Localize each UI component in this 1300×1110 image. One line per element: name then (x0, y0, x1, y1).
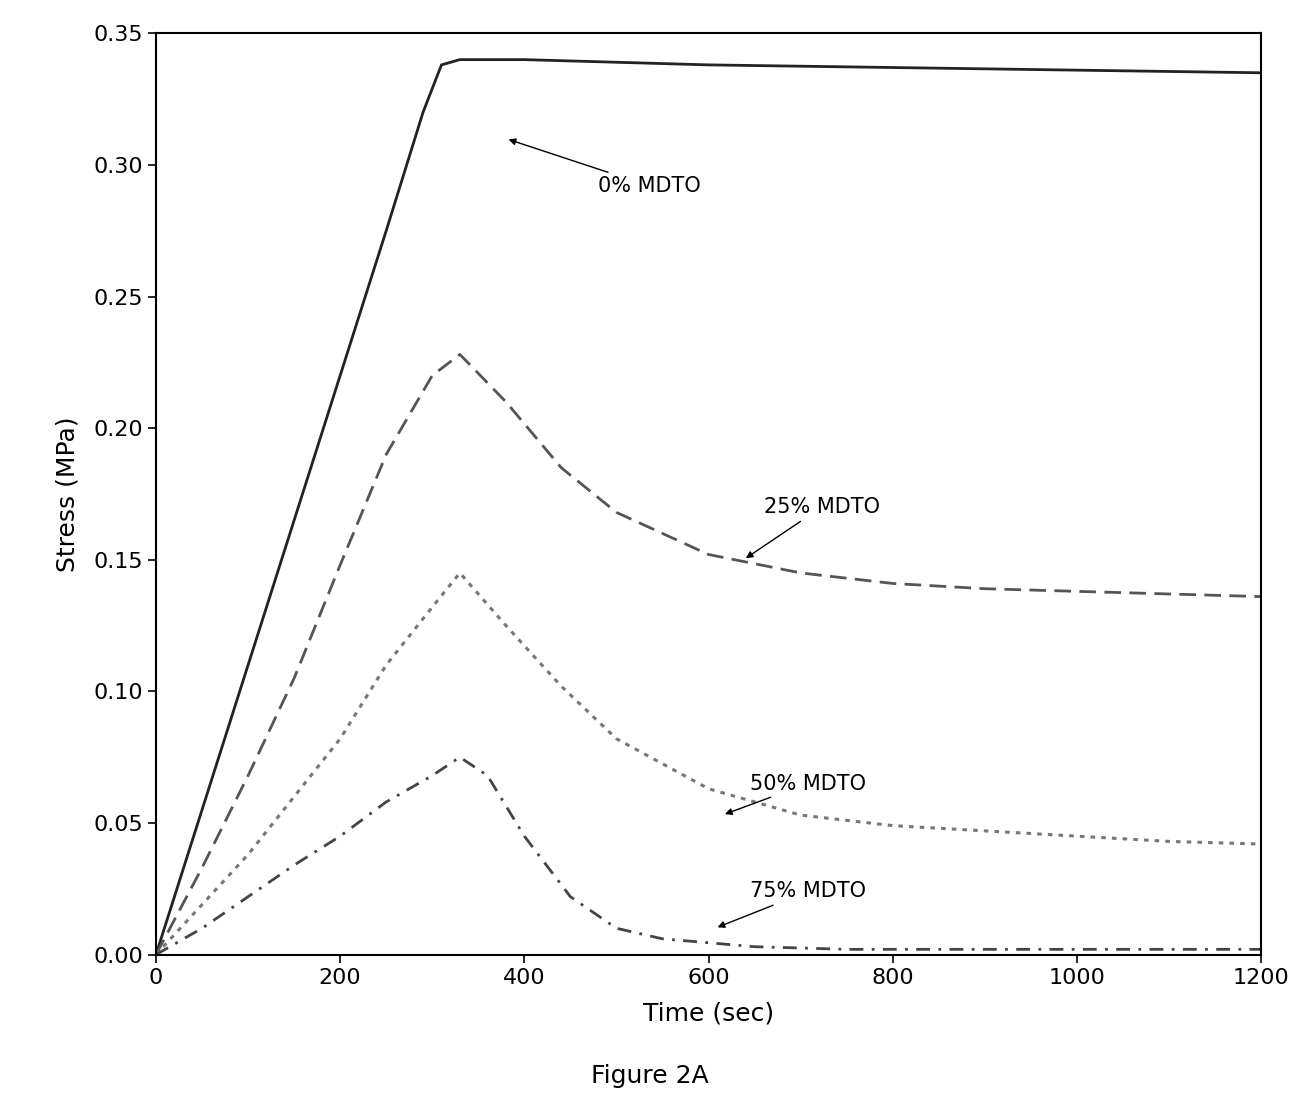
X-axis label: Time (sec): Time (sec) (644, 1001, 774, 1026)
Text: 25% MDTO: 25% MDTO (747, 497, 880, 557)
Text: 0% MDTO: 0% MDTO (510, 139, 701, 196)
Y-axis label: Stress (MPa): Stress (MPa) (55, 416, 79, 572)
Text: Figure 2A: Figure 2A (592, 1063, 708, 1088)
Text: 50% MDTO: 50% MDTO (727, 774, 866, 815)
Text: 75% MDTO: 75% MDTO (719, 881, 866, 927)
